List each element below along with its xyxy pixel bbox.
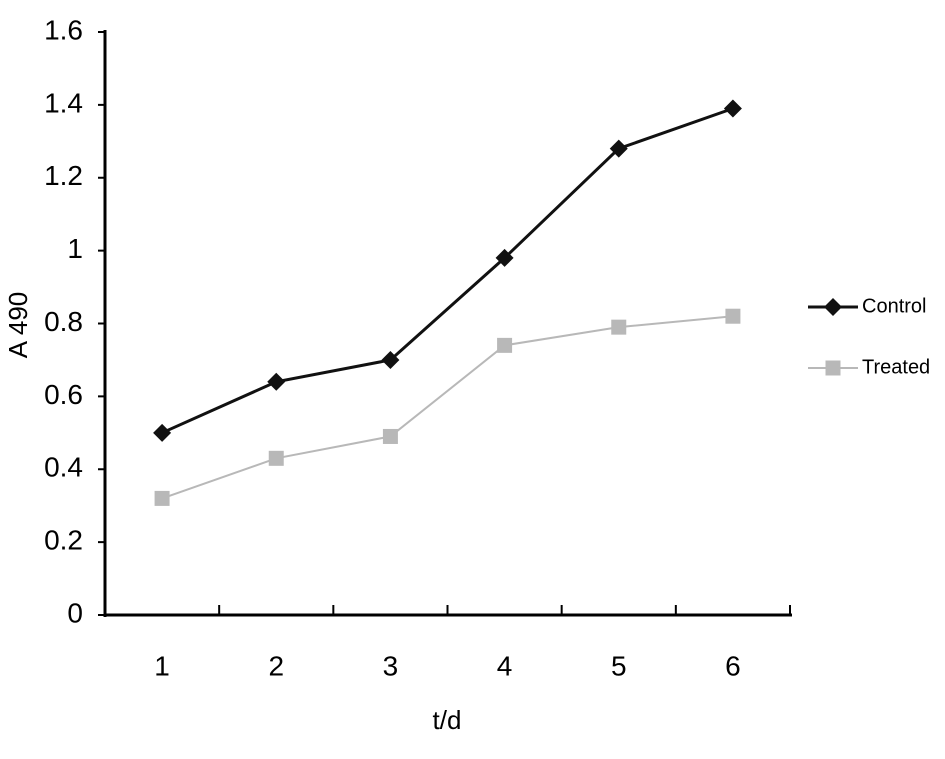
x-tick-label: 4 — [497, 650, 513, 681]
legend-label: Control — [862, 295, 926, 317]
series-line — [161, 315, 734, 500]
x-tick-label: 6 — [725, 650, 741, 681]
data-point — [154, 490, 170, 506]
data-point — [497, 337, 513, 353]
y-tick-label: 1.6 — [44, 14, 83, 45]
data-point — [153, 423, 172, 442]
y-tick-label: 0.6 — [44, 379, 83, 410]
data-point — [725, 308, 741, 324]
x-axis-label: t/d — [433, 705, 462, 735]
x-tick-label: 5 — [611, 650, 627, 681]
data-point — [723, 99, 742, 118]
series-line — [161, 107, 734, 435]
legend-marker — [824, 298, 842, 316]
y-tick-label: 1.2 — [44, 160, 83, 191]
y-tick-label: 0.8 — [44, 306, 83, 337]
y-tick-label: 1 — [67, 233, 83, 264]
y-axis-label: A 490 — [3, 292, 33, 359]
data-point — [381, 350, 400, 369]
legend-marker — [825, 360, 841, 376]
data-point — [495, 248, 514, 267]
y-tick-label: 0.4 — [44, 452, 83, 483]
x-tick-label: 1 — [154, 650, 170, 681]
data-point — [611, 319, 627, 335]
data-point — [268, 450, 284, 466]
y-tick-label: 1.4 — [44, 87, 83, 118]
y-tick-label: 0.2 — [44, 525, 83, 556]
data-point — [609, 139, 628, 158]
data-point — [382, 428, 398, 444]
x-tick-label: 3 — [383, 650, 399, 681]
data-point — [267, 372, 286, 391]
legend-label: Treated — [862, 356, 930, 378]
y-tick-label: 0 — [67, 597, 83, 628]
x-tick-label: 2 — [268, 650, 284, 681]
